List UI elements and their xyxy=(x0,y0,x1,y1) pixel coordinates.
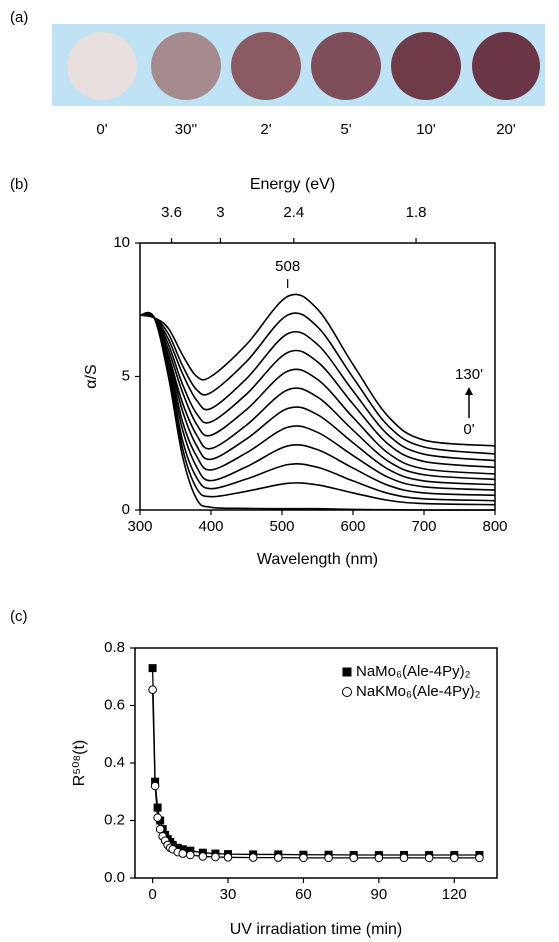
data-point xyxy=(223,853,233,862)
legend-marker xyxy=(342,687,352,697)
photo-label: 2' xyxy=(260,121,271,138)
series-line xyxy=(139,313,496,481)
x-axis-label: Wavelength (nm) xyxy=(257,551,378,568)
x-tick-label: 30 xyxy=(220,886,237,903)
x-tick-label: 400 xyxy=(198,518,223,535)
series-line xyxy=(139,293,496,447)
legend-label: NaKMo₆(Ale-4Py)₂ xyxy=(356,683,481,700)
sample-photo xyxy=(311,32,381,100)
sample-photo xyxy=(391,32,461,100)
sample-photo xyxy=(67,32,137,100)
series-line xyxy=(139,314,496,462)
x-tick-label: 120 xyxy=(442,886,467,903)
data-point xyxy=(299,853,308,863)
photo-label: 10' xyxy=(416,121,436,138)
x-tick-label: 0 xyxy=(148,886,156,903)
data-point xyxy=(374,853,384,863)
series-line xyxy=(139,312,496,455)
data-point xyxy=(211,852,220,862)
x-tick-label: 90 xyxy=(371,886,388,903)
y-axis-label: α/S xyxy=(83,364,100,388)
series-line xyxy=(139,311,496,511)
data-point xyxy=(248,853,258,862)
series-line xyxy=(151,689,480,859)
data-point xyxy=(349,853,359,863)
data-point xyxy=(424,853,434,863)
series-line xyxy=(139,313,496,469)
data-point xyxy=(324,853,333,863)
x-tick-label: 600 xyxy=(340,518,365,535)
x-tick-label: 700 xyxy=(411,518,436,535)
panel-label: (b) xyxy=(10,176,28,193)
panel-label: (c) xyxy=(10,608,28,625)
sample-photo xyxy=(231,32,301,100)
x-tick-label: 60 xyxy=(295,886,312,903)
data-point xyxy=(186,850,195,860)
panel-label: (a) xyxy=(10,9,28,26)
photo-label: 5' xyxy=(340,121,351,138)
x2-tick-label: 3 xyxy=(216,204,224,221)
photo-label: 30'' xyxy=(175,121,198,138)
data-point xyxy=(148,685,157,694)
y-tick-label: 0.6 xyxy=(104,696,125,713)
series-line xyxy=(139,313,496,475)
photo-label: 20' xyxy=(496,121,516,138)
annotation-arrowhead xyxy=(465,387,473,395)
data-point xyxy=(178,849,188,858)
data-point xyxy=(399,853,409,863)
sample-photo xyxy=(151,32,221,100)
x2-axis-label: Energy (eV) xyxy=(250,176,335,193)
y-tick-label: 0 xyxy=(122,501,130,518)
sample-photo xyxy=(472,32,540,100)
y-tick-label: 0.8 xyxy=(104,639,125,656)
data-point xyxy=(449,853,459,863)
y-axis-label: R⁵⁰⁸(t) xyxy=(71,740,88,786)
x2-tick-label: 3.6 xyxy=(161,204,182,221)
series-line xyxy=(139,312,496,497)
data-point xyxy=(155,824,165,834)
y-tick-label: 0.2 xyxy=(104,811,125,828)
data-point xyxy=(153,813,162,822)
photo-label: 0' xyxy=(96,121,107,138)
x-tick-label: 500 xyxy=(269,518,294,535)
x-tick-label: 300 xyxy=(127,518,152,535)
x-axis-label: UV irradiation time (min) xyxy=(230,921,402,938)
data-point xyxy=(273,853,283,862)
x2-tick-label: 1.8 xyxy=(406,204,427,221)
annotation: 130' xyxy=(455,366,483,383)
data-point xyxy=(475,853,484,863)
x-tick-label: 800 xyxy=(482,518,507,535)
data-point xyxy=(198,852,208,861)
data-point xyxy=(148,664,157,673)
data-point xyxy=(150,781,160,791)
series-line xyxy=(139,313,496,486)
legend-marker xyxy=(342,667,352,677)
legend-label: NaMo₆(Ale-4Py)₂ xyxy=(356,663,471,680)
annotation: 508 xyxy=(275,258,300,275)
annotation: 0' xyxy=(463,421,474,438)
y-tick-label: 5 xyxy=(122,367,130,384)
y-tick-label: 0.4 xyxy=(104,754,125,771)
x2-tick-label: 2.4 xyxy=(283,204,304,221)
y-tick-label: 0.0 xyxy=(104,869,125,886)
y-tick-label: 10 xyxy=(113,234,130,251)
